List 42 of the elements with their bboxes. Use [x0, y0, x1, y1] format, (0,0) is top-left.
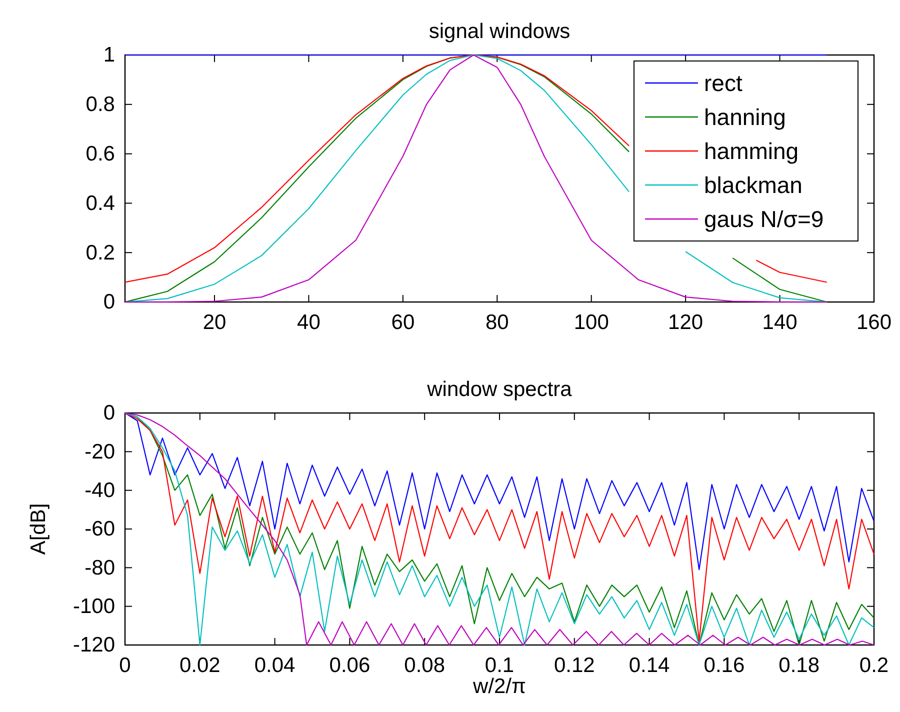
x-tick-label: 0.16 [704, 654, 745, 677]
x-tick-label: 80 [485, 310, 509, 334]
y-tick-label: -100 [72, 595, 115, 618]
y-tick-label: 1 [103, 44, 115, 67]
x-axis-title: w/2/π [472, 675, 526, 698]
y-tick-label: -120 [72, 634, 115, 657]
x-tick-label: 140 [762, 310, 798, 334]
chart-title: window spectra [426, 378, 572, 401]
line-series [124, 412, 875, 570]
x-tick-label: 20 [202, 310, 226, 334]
y-tick-label: 0.4 [86, 192, 116, 215]
x-tick-label: 0.2 [859, 654, 889, 677]
x-tick-label: 0.02 [179, 654, 220, 677]
x-tick-label: 0.18 [778, 654, 820, 677]
y-tick-label: -40 [84, 479, 115, 502]
x-tick-label: 0.14 [628, 654, 670, 677]
x-tick-label: 0.06 [329, 654, 370, 677]
y-tick-label: -20 [84, 440, 115, 464]
y-tick-label: -80 [84, 556, 115, 580]
legend-label: gaus N/σ=9 [704, 206, 824, 232]
x-tick-label: 0.04 [254, 654, 296, 677]
x-tick-label: 0.12 [554, 654, 595, 677]
y-tick-label: 0.6 [86, 142, 115, 166]
x-tick-label: 0.08 [404, 654, 446, 677]
x-tick-label: 120 [668, 310, 704, 334]
chart-title: signal windows [428, 20, 570, 43]
legend-label: blackman [704, 172, 802, 198]
y-tick-label: 0.2 [86, 241, 115, 264]
x-tick-label: 100 [574, 310, 609, 334]
x-tick-label: 60 [391, 310, 415, 334]
y-tick-label: 0 [103, 402, 115, 425]
y-tick-label: 0 [103, 290, 115, 314]
x-tick-label: 40 [297, 310, 320, 334]
x-tick-label: 0 [119, 654, 131, 677]
y-axis-title: A[dB] [27, 503, 50, 555]
legend-label: hanning [704, 104, 786, 130]
legend-label: rect [704, 70, 743, 96]
x-tick-label: 160 [856, 310, 892, 334]
y-tick-label: 0.8 [86, 93, 115, 116]
y-tick-label: -60 [84, 518, 115, 541]
legend-label: hamming [704, 138, 799, 164]
x-tick-label: 0.1 [484, 654, 514, 677]
